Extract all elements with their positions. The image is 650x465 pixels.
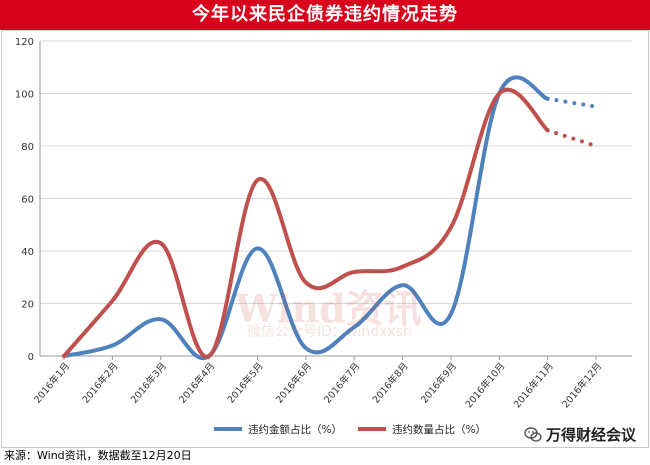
x-tick-label: 2016年11月: [511, 360, 556, 410]
x-tick-label: 2016年2月: [80, 360, 121, 405]
x-tick-label: 2016年3月: [128, 360, 169, 405]
watermark-text: 微信公众号ID：windxxsh: [247, 324, 412, 340]
y-tick-label: 20: [21, 300, 34, 311]
x-tick-label: 2016年5月: [225, 360, 266, 405]
x-tick-label: 2016年4月: [177, 360, 218, 405]
series-forecast-line-2: [545, 128, 598, 148]
brand-name: 万得财经会议: [545, 426, 636, 444]
y-tick-label: 80: [21, 142, 34, 153]
legend-label-2: 违约数量占比（%）: [392, 423, 486, 436]
chart-frame: 0 20 40 60 80 100 120 2016年1月 2016年2月 2016年3月 201…: [1, 30, 649, 448]
legend: 违约金额占比（%） 违约数量占比（%）: [214, 423, 486, 436]
y-axis-ticks: 0 20 40 60 80 100 120: [15, 37, 34, 363]
source-footer: 来源：Wind资讯，数据截至12月20日: [4, 449, 192, 462]
chart-title: 今年以来民企债券违约情况走势: [0, 0, 650, 30]
x-tick-label: 2016年8月: [370, 360, 411, 405]
wechat-icon: [524, 426, 542, 442]
x-axis-ticks: 2016年1月 2016年2月 2016年3月 2016年4月 2016年5月 2016年…: [31, 356, 604, 410]
x-tick-label: 2016年9月: [418, 360, 459, 405]
legend-label-1: 违约金额占比（%）: [248, 423, 342, 436]
x-tick-label: 2016年12月: [560, 360, 605, 410]
x-tick-label: 2016年1月: [31, 360, 72, 405]
y-tick-label: 100: [15, 90, 34, 101]
series-line-1: [62, 75, 550, 361]
x-tick-label: 2016年10月: [463, 360, 508, 410]
series-line-2: [62, 87, 550, 359]
watermark-logo: Wind资讯: [235, 286, 422, 331]
x-tick-label: 2016年7月: [322, 360, 363, 405]
grid-lines: [39, 40, 632, 357]
y-tick-label: 40: [21, 247, 34, 258]
series-forecast-line-1: [545, 96, 598, 109]
y-tick-label: 60: [21, 195, 34, 206]
y-tick-label: 120: [15, 37, 34, 48]
series-lines: [62, 75, 598, 361]
brand-badge: 万得财经会议: [524, 424, 636, 445]
y-tick-label: 0: [28, 352, 34, 363]
x-tick-label: 2016年6月: [273, 360, 314, 405]
